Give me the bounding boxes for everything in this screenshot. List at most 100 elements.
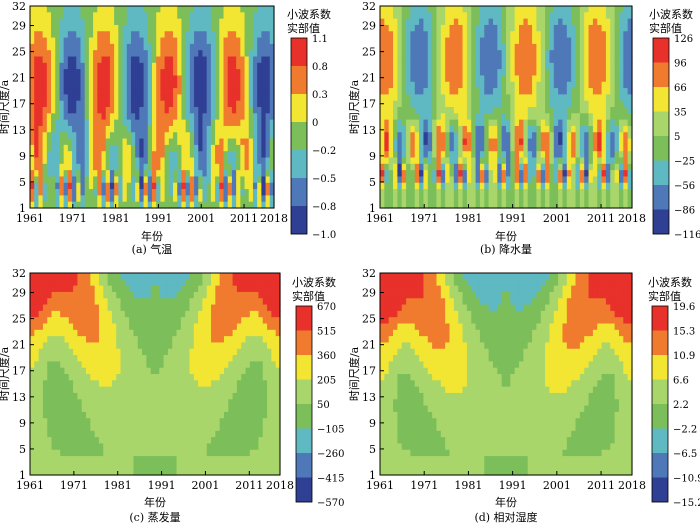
heatmap-cell bbox=[116, 310, 122, 318]
heatmap-cell bbox=[55, 182, 61, 190]
heatmap-cell bbox=[523, 201, 529, 209]
heatmap-cell bbox=[592, 50, 598, 58]
y-tick-label: 9 bbox=[369, 150, 376, 163]
heatmap-cell bbox=[51, 157, 56, 165]
heatmap-cell bbox=[107, 317, 113, 325]
heatmap-cell bbox=[55, 107, 61, 114]
heatmap-cell bbox=[410, 6, 416, 13]
heatmap-cell bbox=[269, 157, 275, 165]
heatmap-cell bbox=[135, 189, 140, 196]
heatmap-cell bbox=[265, 201, 271, 209]
heatmap-cell bbox=[98, 304, 104, 312]
heatmap-cell bbox=[410, 75, 416, 83]
heatmap-cell bbox=[159, 424, 165, 432]
heatmap-cell bbox=[176, 348, 182, 356]
heatmap-cell bbox=[51, 12, 56, 20]
heatmap-cell bbox=[68, 462, 74, 470]
heatmap-cell bbox=[93, 138, 98, 146]
heatmap-cell bbox=[111, 317, 117, 325]
heatmap-cell bbox=[63, 75, 69, 83]
heatmap-cell bbox=[84, 100, 90, 108]
heatmap-cell bbox=[185, 310, 191, 318]
heatmap-cell bbox=[453, 195, 459, 203]
heatmap-cell bbox=[147, 195, 153, 203]
heatmap-cell bbox=[579, 182, 585, 190]
heatmap-cell bbox=[236, 163, 241, 171]
heatmap-cell bbox=[147, 100, 153, 108]
heatmap-cell bbox=[42, 304, 48, 312]
heatmap-cell bbox=[172, 342, 178, 350]
heatmap-cell bbox=[492, 182, 498, 190]
heatmap-cell bbox=[55, 100, 61, 108]
heatmap-cell bbox=[610, 81, 616, 89]
heatmap-cell bbox=[536, 176, 542, 184]
heatmap-cell bbox=[155, 418, 160, 426]
heatmap-cell bbox=[72, 157, 77, 165]
heatmap-cell bbox=[479, 75, 485, 83]
heatmap-cell bbox=[484, 100, 490, 108]
heatmap-cell bbox=[137, 386, 143, 394]
heatmap-cell bbox=[73, 399, 79, 407]
heatmap-cell bbox=[67, 176, 73, 184]
heatmap-cell bbox=[172, 462, 178, 470]
heatmap-cell bbox=[172, 279, 178, 287]
heatmap-cell bbox=[384, 144, 390, 152]
heatmap-cell bbox=[588, 151, 594, 159]
heatmap-cell bbox=[265, 144, 271, 152]
heatmap-cell bbox=[80, 201, 86, 209]
heatmap-cell bbox=[163, 449, 169, 457]
heatmap-cell bbox=[133, 462, 139, 470]
heatmap-cell bbox=[401, 195, 407, 203]
heatmap-cell bbox=[81, 418, 87, 426]
heatmap-cell bbox=[147, 31, 153, 39]
heatmap-cell bbox=[558, 144, 564, 152]
heatmap-cell bbox=[116, 304, 122, 312]
heatmap-cell bbox=[81, 304, 87, 312]
heatmap-cell bbox=[47, 285, 53, 293]
heatmap-cell bbox=[194, 132, 199, 140]
heatmap-cell bbox=[198, 100, 204, 108]
heatmap-cell bbox=[488, 163, 494, 171]
heatmap-cell bbox=[67, 163, 73, 171]
heatmap-cell bbox=[84, 182, 90, 190]
heatmap-cell bbox=[46, 138, 52, 146]
heatmap-cell bbox=[219, 189, 225, 196]
heatmap-cell bbox=[269, 144, 275, 152]
heatmap-cell bbox=[410, 18, 416, 26]
heatmap-cell bbox=[143, 119, 149, 127]
heatmap-cell bbox=[215, 18, 220, 26]
heatmap-cell bbox=[393, 81, 398, 89]
heatmap-cell bbox=[215, 132, 220, 140]
heatmap-cell bbox=[261, 69, 267, 77]
heatmap-cell bbox=[475, 56, 481, 64]
heatmap-cell bbox=[592, 138, 598, 146]
heatmap-cell bbox=[120, 355, 126, 362]
heatmap-cell bbox=[562, 88, 568, 95]
heatmap-cell bbox=[130, 144, 136, 152]
heatmap-cell bbox=[397, 182, 403, 190]
heatmap-cell bbox=[194, 125, 199, 133]
heatmap-cell bbox=[265, 43, 271, 51]
heatmap-cell bbox=[527, 6, 533, 13]
heatmap-cell bbox=[269, 50, 275, 58]
heatmap-cell bbox=[202, 75, 208, 83]
heatmap-cell bbox=[458, 24, 464, 32]
heatmap-cell bbox=[181, 125, 187, 133]
heatmap-cell bbox=[185, 317, 191, 325]
heatmap-cell bbox=[202, 157, 208, 165]
heatmap-cell bbox=[155, 374, 160, 381]
heatmap-cell bbox=[142, 399, 147, 407]
heatmap-cell bbox=[73, 323, 79, 331]
heatmap-cell bbox=[223, 24, 229, 32]
heatmap-cell bbox=[388, 125, 394, 133]
heatmap-cell bbox=[610, 43, 616, 51]
heatmap-cell bbox=[150, 317, 156, 325]
heatmap-cell bbox=[571, 37, 577, 45]
heatmap-cell bbox=[566, 163, 572, 171]
heatmap-cell bbox=[432, 31, 438, 39]
heatmap-cell bbox=[181, 18, 187, 26]
heatmap-cell bbox=[458, 18, 464, 26]
heatmap-cell bbox=[168, 94, 174, 102]
heatmap-cell bbox=[223, 12, 229, 20]
heatmap-cell bbox=[124, 336, 130, 344]
